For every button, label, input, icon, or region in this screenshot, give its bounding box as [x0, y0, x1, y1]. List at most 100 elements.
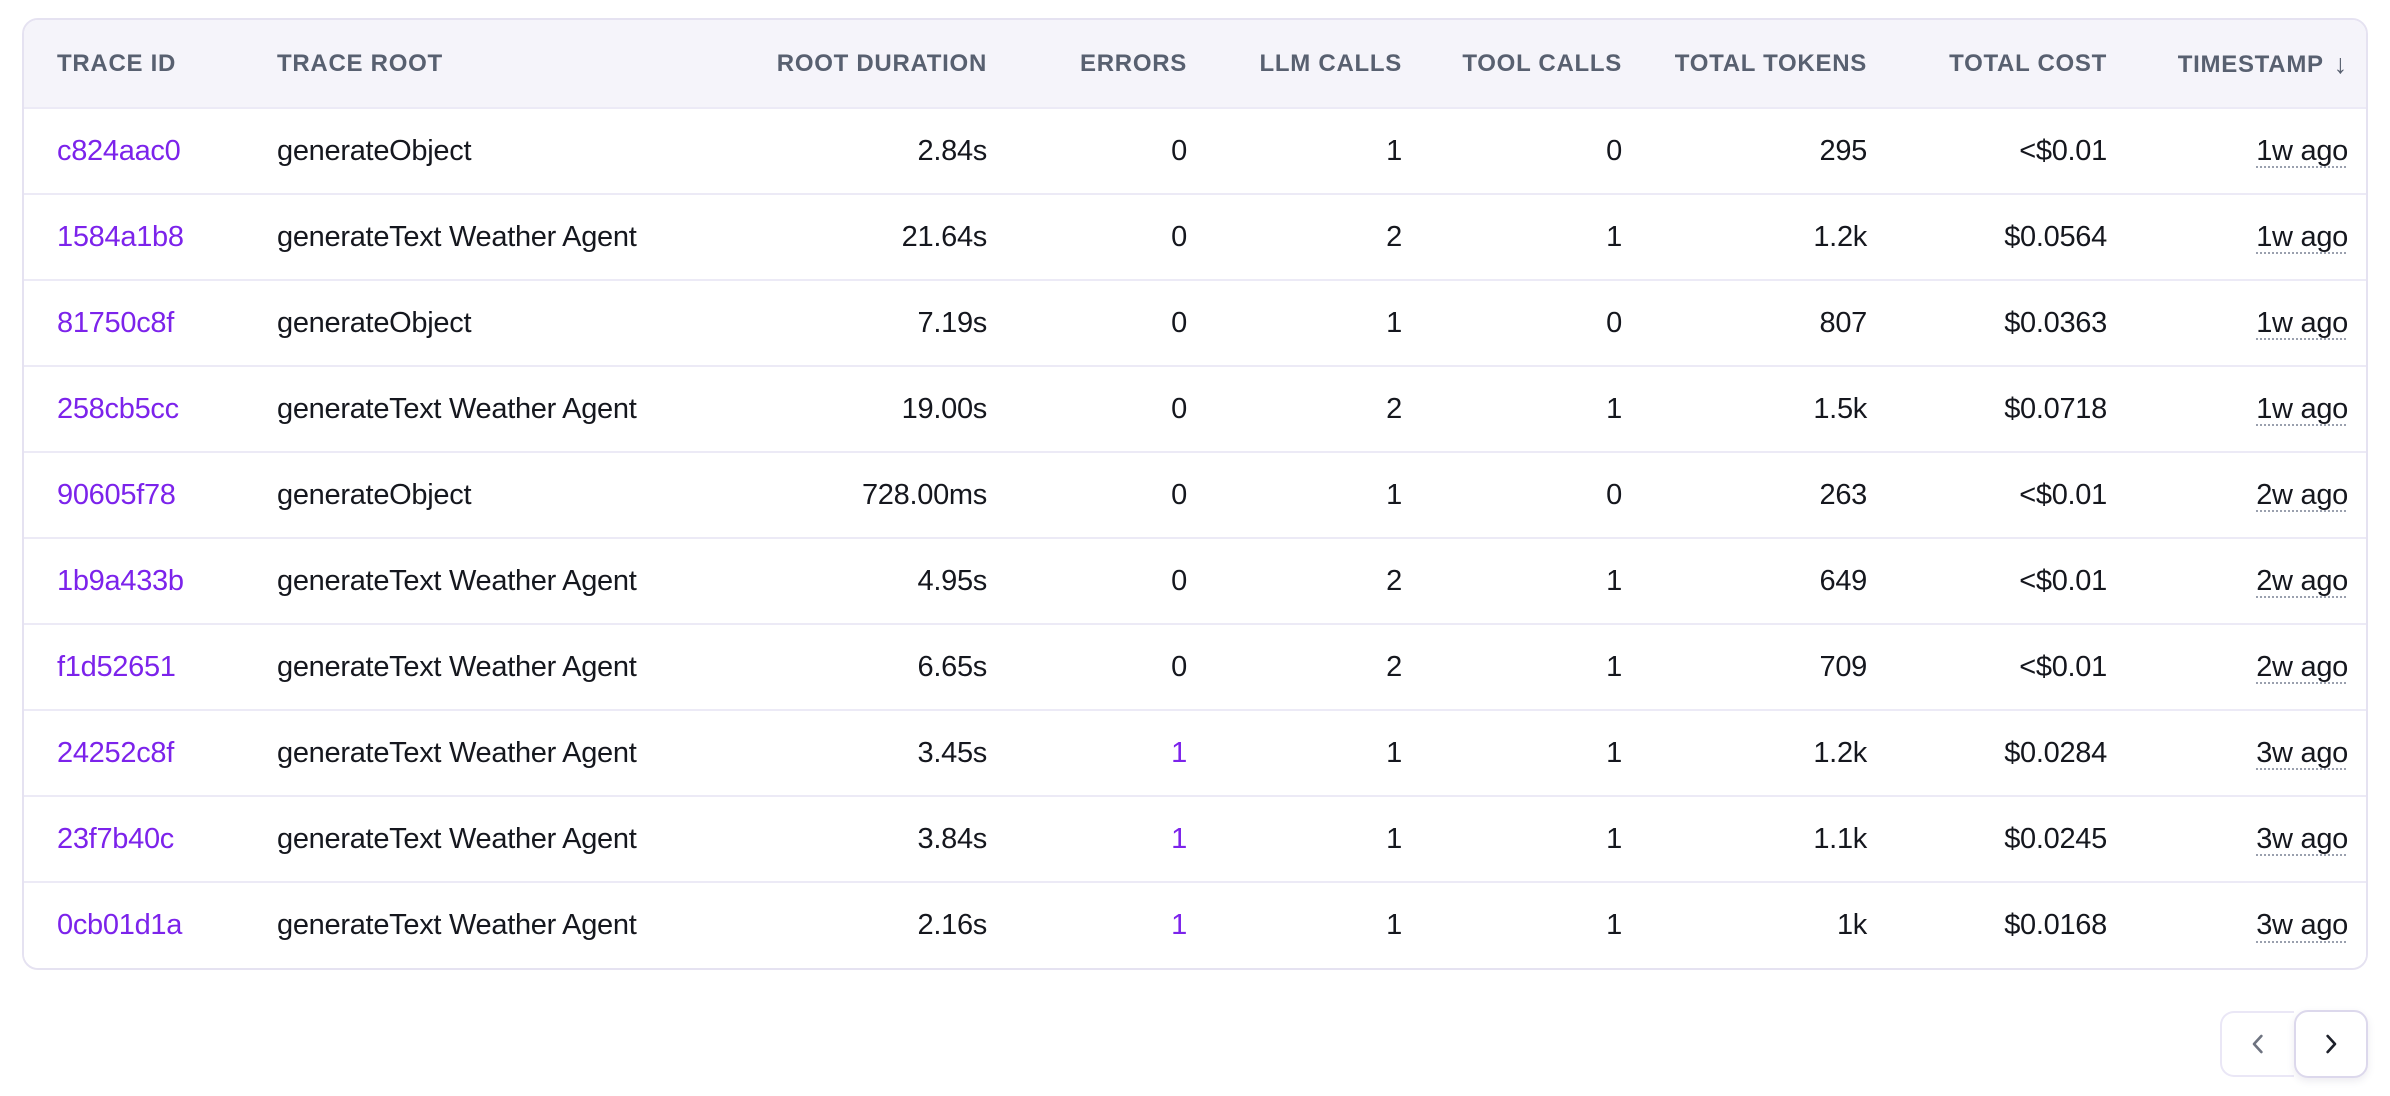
trace-id-link[interactable]: 90605f78 — [57, 478, 176, 511]
tool-calls-cell: 1 — [1424, 623, 1644, 710]
previous-page-button[interactable] — [2220, 1011, 2294, 1077]
errors-cell: 0 — [1009, 279, 1209, 366]
errors-cell: 0 — [1009, 623, 1209, 710]
table-row[interactable]: 24252c8f generateText Weather Agent 3.45… — [24, 709, 2366, 796]
timestamp-cell[interactable]: 1w ago — [2256, 134, 2348, 167]
trace-id-link[interactable]: c824aac0 — [57, 134, 181, 167]
table-row[interactable]: 23f7b40c generateText Weather Agent 3.84… — [24, 795, 2366, 882]
col-header-llm-calls[interactable]: LLM Calls — [1259, 49, 1402, 77]
root-duration-cell: 3.84s — [724, 795, 1009, 882]
llm-calls-cell: 2 — [1209, 537, 1424, 624]
timestamp-cell[interactable]: 1w ago — [2256, 392, 2348, 425]
total-cost-cell: <$0.01 — [1889, 623, 2129, 710]
total-tokens-cell: 649 — [1644, 537, 1889, 624]
trace-id-link[interactable]: 23f7b40c — [57, 822, 175, 855]
root-duration-cell: 6.65s — [724, 623, 1009, 710]
timestamp-cell[interactable]: 3w ago — [2256, 909, 2348, 941]
table-row[interactable]: 1b9a433b generateText Weather Agent 4.95… — [24, 537, 2366, 624]
timestamp-cell[interactable]: 2w ago — [2256, 564, 2348, 597]
errors-cell: 0 — [1009, 365, 1209, 452]
root-duration-cell: 728.00ms — [724, 451, 1009, 538]
next-page-button[interactable] — [2294, 1010, 2368, 1078]
col-header-trace-id[interactable]: Trace ID — [57, 49, 177, 77]
root-duration-cell: 4.95s — [724, 537, 1009, 624]
table-row[interactable]: 90605f78 generateObject 728.00ms 0 1 0 2… — [24, 451, 2366, 538]
tool-calls-cell: 1 — [1424, 193, 1644, 280]
timestamp-cell[interactable]: 1w ago — [2256, 220, 2348, 253]
llm-calls-cell: 2 — [1209, 365, 1424, 452]
total-cost-cell: $0.0245 — [1889, 795, 2129, 882]
total-tokens-cell: 1k — [1644, 881, 1889, 968]
root-duration-cell: 7.19s — [724, 279, 1009, 366]
trace-id-link[interactable]: 1584a1b8 — [57, 220, 184, 253]
total-tokens-cell: 295 — [1644, 107, 1889, 194]
tool-calls-cell: 1 — [1424, 537, 1644, 624]
total-tokens-cell: 1.2k — [1644, 193, 1889, 280]
tool-calls-cell: 1 — [1424, 709, 1644, 796]
col-header-total-cost[interactable]: Total Cost — [1949, 49, 2107, 77]
llm-calls-cell: 2 — [1209, 623, 1424, 710]
timestamp-cell[interactable]: 2w ago — [2256, 478, 2348, 511]
traces-table-card: Trace ID Trace Root Root Duration Errors… — [22, 18, 2368, 970]
table-row[interactable]: c824aac0 generateObject 2.84s 0 1 0 295 … — [24, 107, 2366, 194]
total-cost-cell: <$0.01 — [1889, 537, 2129, 624]
timestamp-cell[interactable]: 3w ago — [2256, 736, 2348, 769]
trace-id-link[interactable]: 258cb5cc — [57, 392, 179, 425]
root-duration-cell: 19.00s — [724, 365, 1009, 452]
chevron-right-icon — [2315, 1028, 2347, 1060]
total-tokens-cell: 263 — [1644, 451, 1889, 538]
total-cost-cell: $0.0564 — [1889, 193, 2129, 280]
llm-calls-cell: 2 — [1209, 193, 1424, 280]
table-header-row: Trace ID Trace Root Root Duration Errors… — [24, 20, 2366, 108]
table-row[interactable]: 258cb5cc generateText Weather Agent 19.0… — [24, 365, 2366, 452]
col-header-tool-calls[interactable]: Tool Calls — [1462, 49, 1622, 77]
llm-calls-cell: 1 — [1209, 279, 1424, 366]
root-duration-cell: 21.64s — [724, 193, 1009, 280]
errors-cell: 0 — [1009, 537, 1209, 624]
root-duration-cell: 3.45s — [724, 709, 1009, 796]
col-header-timestamp-label: Timestamp — [2177, 51, 2324, 78]
table-row[interactable]: f1d52651 generateText Weather Agent 6.65… — [24, 623, 2366, 710]
table-row[interactable]: 1584a1b8 generateText Weather Agent 21.6… — [24, 193, 2366, 280]
col-header-timestamp[interactable]: Timestamp ↓ — [2129, 20, 2366, 108]
table-row[interactable]: 81750c8f generateObject 7.19s 0 1 0 807 … — [24, 279, 2366, 366]
total-tokens-cell: 807 — [1644, 279, 1889, 366]
col-header-total-tokens[interactable]: Total Tokens — [1674, 49, 1867, 77]
trace-root-cell: generateText Weather Agent — [244, 881, 724, 968]
trace-id-link[interactable]: 0cb01d1a — [57, 909, 183, 941]
total-tokens-cell: 1.5k — [1644, 365, 1889, 452]
tool-calls-cell: 0 — [1424, 279, 1644, 366]
errors-cell: 1 — [1009, 795, 1209, 882]
trace-root-cell: generateObject — [244, 451, 724, 538]
total-cost-cell: <$0.01 — [1889, 451, 2129, 538]
trace-id-link[interactable]: f1d52651 — [57, 650, 176, 683]
trace-id-link[interactable]: 81750c8f — [57, 306, 175, 339]
errors-cell: 0 — [1009, 107, 1209, 194]
timestamp-cell[interactable]: 1w ago — [2256, 306, 2348, 339]
col-header-root-duration[interactable]: Root Duration — [776, 49, 987, 77]
total-tokens-cell: 1.2k — [1644, 709, 1889, 796]
total-cost-cell: $0.0168 — [1889, 881, 2129, 968]
trace-root-cell: generateText Weather Agent — [244, 623, 724, 710]
llm-calls-cell: 1 — [1209, 795, 1424, 882]
root-duration-cell: 2.84s — [724, 107, 1009, 194]
tool-calls-cell: 1 — [1424, 365, 1644, 452]
col-header-errors[interactable]: Errors — [1080, 49, 1187, 77]
col-header-trace-root[interactable]: Trace Root — [277, 49, 443, 77]
trace-root-cell: generateText Weather Agent — [244, 365, 724, 452]
trace-id-link[interactable]: 1b9a433b — [57, 564, 184, 597]
trace-id-link[interactable]: 24252c8f — [57, 736, 175, 769]
timestamp-cell[interactable]: 2w ago — [2256, 650, 2348, 683]
trace-root-cell: generateObject — [244, 107, 724, 194]
tool-calls-cell: 0 — [1424, 451, 1644, 538]
tool-calls-cell: 1 — [1424, 881, 1644, 968]
errors-cell: 0 — [1009, 193, 1209, 280]
timestamp-cell[interactable]: 3w ago — [2256, 822, 2348, 855]
total-cost-cell: $0.0284 — [1889, 709, 2129, 796]
llm-calls-cell: 1 — [1209, 881, 1424, 968]
trace-root-cell: generateObject — [244, 279, 724, 366]
tool-calls-cell: 1 — [1424, 795, 1644, 882]
chevron-left-icon — [2242, 1028, 2274, 1060]
total-tokens-cell: 1.1k — [1644, 795, 1889, 882]
table-row[interactable]: 0cb01d1a generateText Weather Agent 2.16… — [24, 881, 2366, 968]
